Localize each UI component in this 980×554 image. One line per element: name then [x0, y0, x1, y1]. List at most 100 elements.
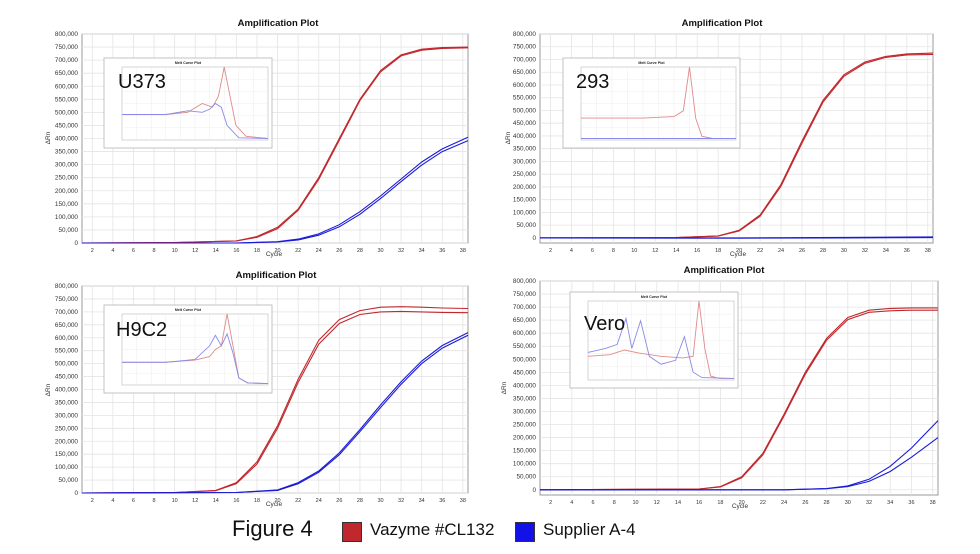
y-tick-label: 400,000	[55, 387, 79, 394]
x-tick-label: 12	[654, 500, 660, 506]
y-tick-label: 600,000	[55, 83, 79, 90]
x-tick-label: 2	[91, 498, 94, 504]
x-tick-label: 14	[213, 248, 219, 254]
inset-frame	[569, 291, 739, 389]
x-tick-label: 30	[845, 500, 851, 506]
y-axis-label: ΔRn	[45, 383, 52, 396]
x-tick-label: 20	[736, 248, 742, 254]
x-tick-label: 10	[631, 248, 637, 254]
x-tick-label: 36	[904, 248, 910, 254]
melt-curve-red	[587, 300, 734, 379]
amplification-curve-red-2	[539, 309, 938, 491]
x-tick-label: 38	[460, 498, 466, 504]
y-tick-label: 50,000	[516, 222, 536, 229]
x-tick-label: 36	[439, 248, 445, 254]
x-tick-label: 32	[398, 248, 404, 254]
x-tick-label: 28	[820, 248, 826, 254]
y-tick-label: 100,000	[55, 464, 79, 471]
y-tick-label: 200,000	[513, 184, 537, 191]
y-tick-label: 450,000	[55, 122, 79, 129]
y-tick-label: 200,000	[513, 435, 537, 442]
y-tick-label: 350,000	[513, 395, 537, 402]
x-tick-label: 28	[357, 498, 363, 504]
x-axis-label: Cycle	[730, 251, 747, 258]
y-tick-label: 600,000	[55, 335, 79, 342]
x-tick-label: 10	[632, 500, 638, 506]
y-tick-label: 150,000	[55, 451, 79, 458]
sample-label: Vero	[584, 313, 625, 335]
x-tick-label: 32	[398, 498, 404, 504]
y-tick-label: 150,000	[55, 201, 79, 208]
inset-title: Melt Curve Plot	[641, 295, 668, 299]
y-tick-label: 100,000	[55, 214, 79, 221]
y-axis-label: ΔRn	[501, 381, 508, 394]
y-tick-label: 250,000	[513, 422, 537, 429]
y-tick-label: 550,000	[55, 348, 79, 355]
y-tick-label: 100,000	[513, 461, 537, 468]
x-axis-label: Cycle	[732, 503, 749, 510]
y-tick-label: 650,000	[513, 69, 537, 76]
y-tick-label: 800,000	[55, 283, 79, 290]
y-tick-label: 50,000	[516, 474, 536, 481]
inset-title: Melt Curve Plot	[175, 308, 202, 312]
x-tick-label: 30	[377, 248, 383, 254]
amplification-panel-3: 2 4 6 8 10 12 14 16 18 20 22 24 26 28 30 32 34 36 38050,00…	[45, 270, 469, 508]
x-tick-label: 8	[153, 498, 156, 504]
chart-title: Amplification Plot	[682, 18, 764, 29]
y-tick-label: 750,000	[55, 296, 79, 303]
x-tick-label: 18	[717, 500, 723, 506]
y-tick-label: 550,000	[513, 95, 537, 102]
amplification-curve-red-2	[539, 53, 934, 239]
x-tick-label: 6	[132, 248, 135, 254]
legend-label-supplier: Supplier A-4	[543, 520, 636, 539]
y-tick-label: 0	[532, 235, 536, 242]
x-axis-label: Cycle	[266, 251, 283, 258]
y-tick-label: 150,000	[513, 448, 537, 455]
y-tick-label: 350,000	[513, 146, 537, 153]
melt-curve-red	[122, 66, 269, 139]
amplification-curve-blue-4	[540, 437, 939, 491]
sample-label: H9C2	[116, 319, 167, 341]
y-tick-label: 250,000	[513, 171, 537, 178]
x-tick-label: 12	[192, 248, 198, 254]
x-tick-label: 2	[549, 248, 552, 254]
x-tick-label: 20	[739, 500, 745, 506]
x-tick-label: 12	[192, 498, 198, 504]
y-tick-label: 650,000	[55, 322, 79, 329]
x-tick-label: 20	[275, 248, 281, 254]
melt-curve-inset: Melt Curve Plot	[103, 57, 273, 149]
y-tick-label: 300,000	[513, 158, 537, 165]
amplification-curve-red-2	[81, 47, 469, 244]
melt-curve-blue	[122, 102, 269, 139]
y-tick-label: 550,000	[55, 96, 79, 103]
y-tick-label: 700,000	[55, 309, 79, 316]
x-tick-label: 36	[908, 500, 914, 506]
x-tick-label: 38	[925, 248, 931, 254]
y-tick-label: 400,000	[55, 136, 79, 143]
x-tick-label: 14	[213, 498, 219, 504]
x-tick-label: 26	[802, 500, 808, 506]
x-tick-label: 12	[652, 248, 658, 254]
y-tick-label: 700,000	[55, 57, 79, 64]
x-tick-label: 24	[316, 498, 322, 504]
x-tick-label: 16	[233, 498, 239, 504]
y-tick-label: 450,000	[513, 369, 537, 376]
x-tick-label: 34	[887, 500, 893, 506]
y-tick-label: 0	[74, 490, 78, 497]
inset-title: Melt Curve Plot	[175, 61, 202, 65]
x-tick-label: 30	[377, 498, 383, 504]
y-tick-label: 50,000	[58, 227, 78, 234]
x-tick-label: 2	[91, 248, 94, 254]
melt-curve-red	[581, 66, 736, 139]
x-tick-label: 22	[757, 248, 763, 254]
y-tick-label: 300,000	[55, 412, 79, 419]
figure-label: Figure 4	[232, 516, 313, 541]
y-tick-label: 200,000	[55, 438, 79, 445]
sample-label: 293	[576, 71, 609, 93]
x-tick-label: 22	[295, 498, 301, 504]
amplification-curve-blue-4	[539, 237, 934, 239]
x-tick-label: 32	[866, 500, 872, 506]
y-tick-label: 400,000	[513, 133, 537, 140]
x-tick-label: 4	[570, 500, 573, 506]
amplification-panel-4: 2 4 6 8 10 12 14 16 18 20 22 24 26 28 30 32 34 36 38050,00…	[501, 265, 939, 510]
